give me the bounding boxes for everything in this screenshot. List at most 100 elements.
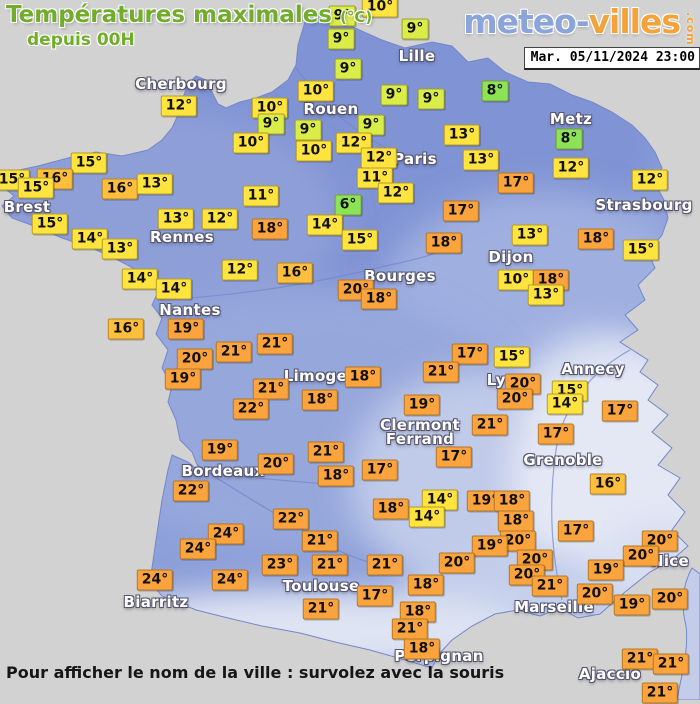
temp-label[interactable]: 18° — [407, 574, 445, 596]
temp-label[interactable]: 13° — [527, 284, 565, 306]
temp-label[interactable]: 8° — [481, 80, 509, 102]
temp-label[interactable]: 15° — [17, 177, 55, 199]
temp-label[interactable]: 17° — [557, 520, 595, 542]
temp-label[interactable]: 14° — [155, 278, 193, 300]
temp-label[interactable]: 24° — [136, 569, 174, 591]
temp-label[interactable]: 13° — [101, 238, 139, 260]
temp-label[interactable]: 11° — [242, 185, 280, 207]
temp-label[interactable]: 15° — [493, 346, 531, 368]
temp-label[interactable]: 21° — [307, 441, 345, 463]
temp-label[interactable]: 19° — [471, 535, 509, 557]
temp-label[interactable]: 9° — [327, 28, 355, 50]
temp-label[interactable]: 10° — [232, 132, 270, 154]
temp-label[interactable]: 15° — [70, 152, 108, 174]
temp-label[interactable]: 10° — [295, 140, 333, 162]
temp-label[interactable]: 18° — [360, 288, 398, 310]
temp-label[interactable]: 13° — [136, 173, 174, 195]
temp-label[interactable]: 9° — [294, 119, 322, 141]
temp-label[interactable]: 20° — [499, 530, 537, 552]
temp-label[interactable]: 10° — [251, 97, 289, 119]
temp-label[interactable]: 20° — [576, 583, 614, 605]
temp-label[interactable]: 21° — [252, 378, 290, 400]
temp-label[interactable]: 24° — [179, 538, 217, 560]
temp-label[interactable]: 17° — [435, 446, 473, 468]
temp-label[interactable]: 18° — [425, 232, 463, 254]
temp-label[interactable]: 9° — [417, 88, 445, 110]
temp-label[interactable]: 21° — [471, 414, 509, 436]
temp-label[interactable]: 6° — [334, 194, 362, 216]
temp-label[interactable]: 22° — [272, 508, 310, 530]
temp-label[interactable]: 10° — [361, 0, 399, 18]
temp-label[interactable]: 19° — [167, 318, 205, 340]
temp-label[interactable]: 15° — [341, 229, 379, 251]
temp-label[interactable]: 17° — [442, 200, 480, 222]
temp-label[interactable]: 21° — [302, 598, 340, 620]
temp-label[interactable]: 20° — [622, 545, 660, 567]
temp-label[interactable]: 24° — [211, 569, 249, 591]
temp-label[interactable]: 12° — [160, 95, 198, 117]
temp-label[interactable]: 18° — [344, 366, 382, 388]
temp-label[interactable]: 20° — [496, 388, 534, 410]
temp-label[interactable]: 21° — [311, 554, 349, 576]
temp-label[interactable]: 22° — [232, 398, 270, 420]
temp-label[interactable]: 14° — [71, 228, 109, 250]
temp-label[interactable]: 21° — [256, 333, 294, 355]
temp-label[interactable]: 16° — [107, 318, 145, 340]
temp-label[interactable]: 13° — [511, 224, 549, 246]
temp-label[interactable]: 17° — [601, 400, 639, 422]
temp-label[interactable]: 17° — [356, 585, 394, 607]
temp-label[interactable]: 16° — [589, 473, 627, 495]
temp-label[interactable]: 20° — [438, 552, 476, 574]
temp-label[interactable]: 21° — [531, 575, 569, 597]
temp-label[interactable]: 18° — [301, 389, 339, 411]
temp-label[interactable]: 12° — [221, 259, 259, 281]
temp-label[interactable]: 21° — [652, 653, 690, 675]
temp-label[interactable]: 18° — [403, 638, 441, 660]
temp-label[interactable]: 19° — [403, 394, 441, 416]
temp-label[interactable]: 12° — [201, 208, 239, 230]
temp-label[interactable]: 23° — [261, 554, 299, 576]
temp-label[interactable]: 19° — [613, 594, 651, 616]
temp-label[interactable]: 9° — [328, 5, 356, 27]
temp-label[interactable]: 14° — [121, 268, 159, 290]
temp-label[interactable]: 12° — [377, 182, 415, 204]
temp-label[interactable]: 17° — [451, 343, 489, 365]
temp-label[interactable]: 21° — [422, 361, 460, 383]
temp-label[interactable]: 24° — [207, 523, 245, 545]
temp-label[interactable]: 22° — [172, 480, 210, 502]
temp-label[interactable]: 14° — [306, 214, 344, 236]
temp-label[interactable]: 15° — [622, 239, 660, 261]
temp-label[interactable]: 9° — [334, 58, 362, 80]
temp-label[interactable]: 17° — [497, 172, 535, 194]
temp-label[interactable]: 14° — [408, 506, 446, 528]
temp-label[interactable]: 9° — [401, 18, 429, 40]
temp-label[interactable]: 18° — [497, 510, 535, 532]
temp-label[interactable]: 18° — [251, 218, 289, 240]
temp-label[interactable]: 20° — [176, 348, 214, 370]
temp-label[interactable]: 21° — [301, 530, 339, 552]
temp-label[interactable]: 9° — [257, 113, 285, 135]
temp-label[interactable]: 18° — [493, 490, 531, 512]
temp-label[interactable]: 18° — [372, 498, 410, 520]
temp-label[interactable]: 9° — [380, 84, 408, 106]
temp-label[interactable]: 12° — [631, 169, 669, 191]
temp-label[interactable]: 15° — [31, 213, 69, 235]
temp-label[interactable]: 21° — [215, 341, 253, 363]
temp-label[interactable]: 16° — [101, 178, 139, 200]
temp-label[interactable]: 13° — [462, 149, 500, 171]
temp-label[interactable]: 17° — [537, 423, 575, 445]
temp-label[interactable]: 19° — [201, 439, 239, 461]
temp-label[interactable]: 12° — [360, 147, 398, 169]
temp-label[interactable]: 14° — [421, 489, 459, 511]
temp-label[interactable]: 13° — [443, 124, 481, 146]
temp-label[interactable]: 19° — [587, 559, 625, 581]
temp-label[interactable]: 13° — [157, 208, 195, 230]
temp-label[interactable]: 17° — [361, 459, 399, 481]
temp-label[interactable]: 18° — [317, 465, 355, 487]
brand-logo[interactable]: meteo-villes — [463, 2, 681, 41]
temp-label[interactable]: 12° — [552, 157, 590, 179]
temp-label[interactable]: 14° — [546, 393, 584, 415]
temp-label[interactable]: 21° — [641, 682, 679, 704]
temp-label[interactable]: 20° — [651, 588, 689, 610]
temp-label[interactable]: 21° — [366, 554, 404, 576]
